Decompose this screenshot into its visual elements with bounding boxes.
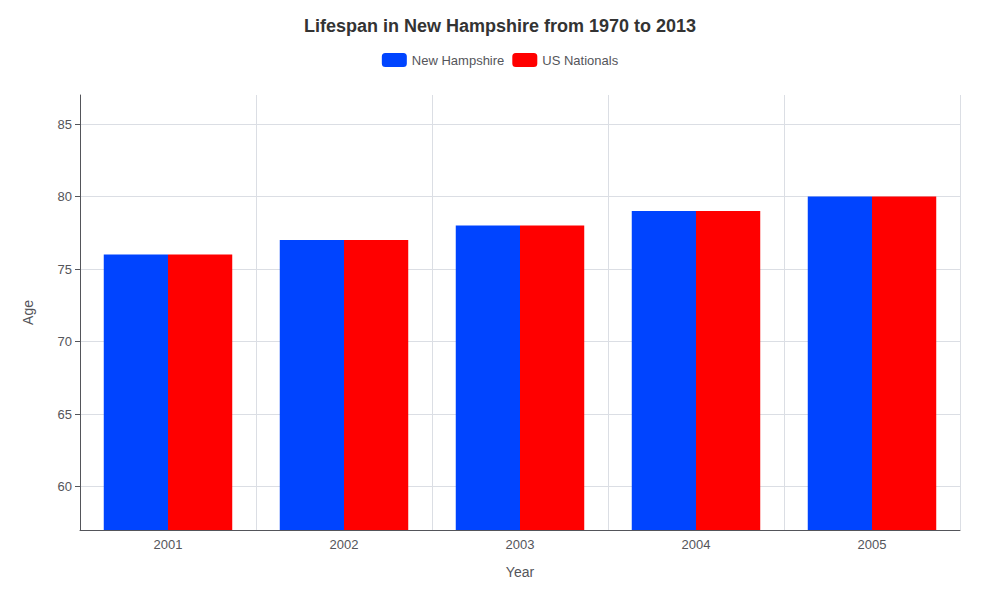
- svg-text:75: 75: [58, 262, 72, 277]
- svg-text:2002: 2002: [330, 537, 359, 552]
- svg-text:80: 80: [58, 189, 72, 204]
- svg-text:85: 85: [58, 117, 72, 132]
- svg-text:New Hampshire: New Hampshire: [412, 53, 504, 68]
- svg-text:Age: Age: [20, 300, 36, 325]
- svg-text:2004: 2004: [682, 537, 711, 552]
- svg-text:60: 60: [58, 479, 72, 494]
- svg-text:2001: 2001: [154, 537, 183, 552]
- svg-text:2003: 2003: [506, 537, 535, 552]
- svg-text:Year: Year: [506, 564, 535, 580]
- svg-text:US Nationals: US Nationals: [542, 53, 618, 68]
- svg-text:2005: 2005: [858, 537, 887, 552]
- svg-text:65: 65: [58, 407, 72, 422]
- svg-text:70: 70: [58, 334, 72, 349]
- svg-text:Lifespan in New Hampshire from: Lifespan in New Hampshire from 1970 to 2…: [304, 16, 696, 36]
